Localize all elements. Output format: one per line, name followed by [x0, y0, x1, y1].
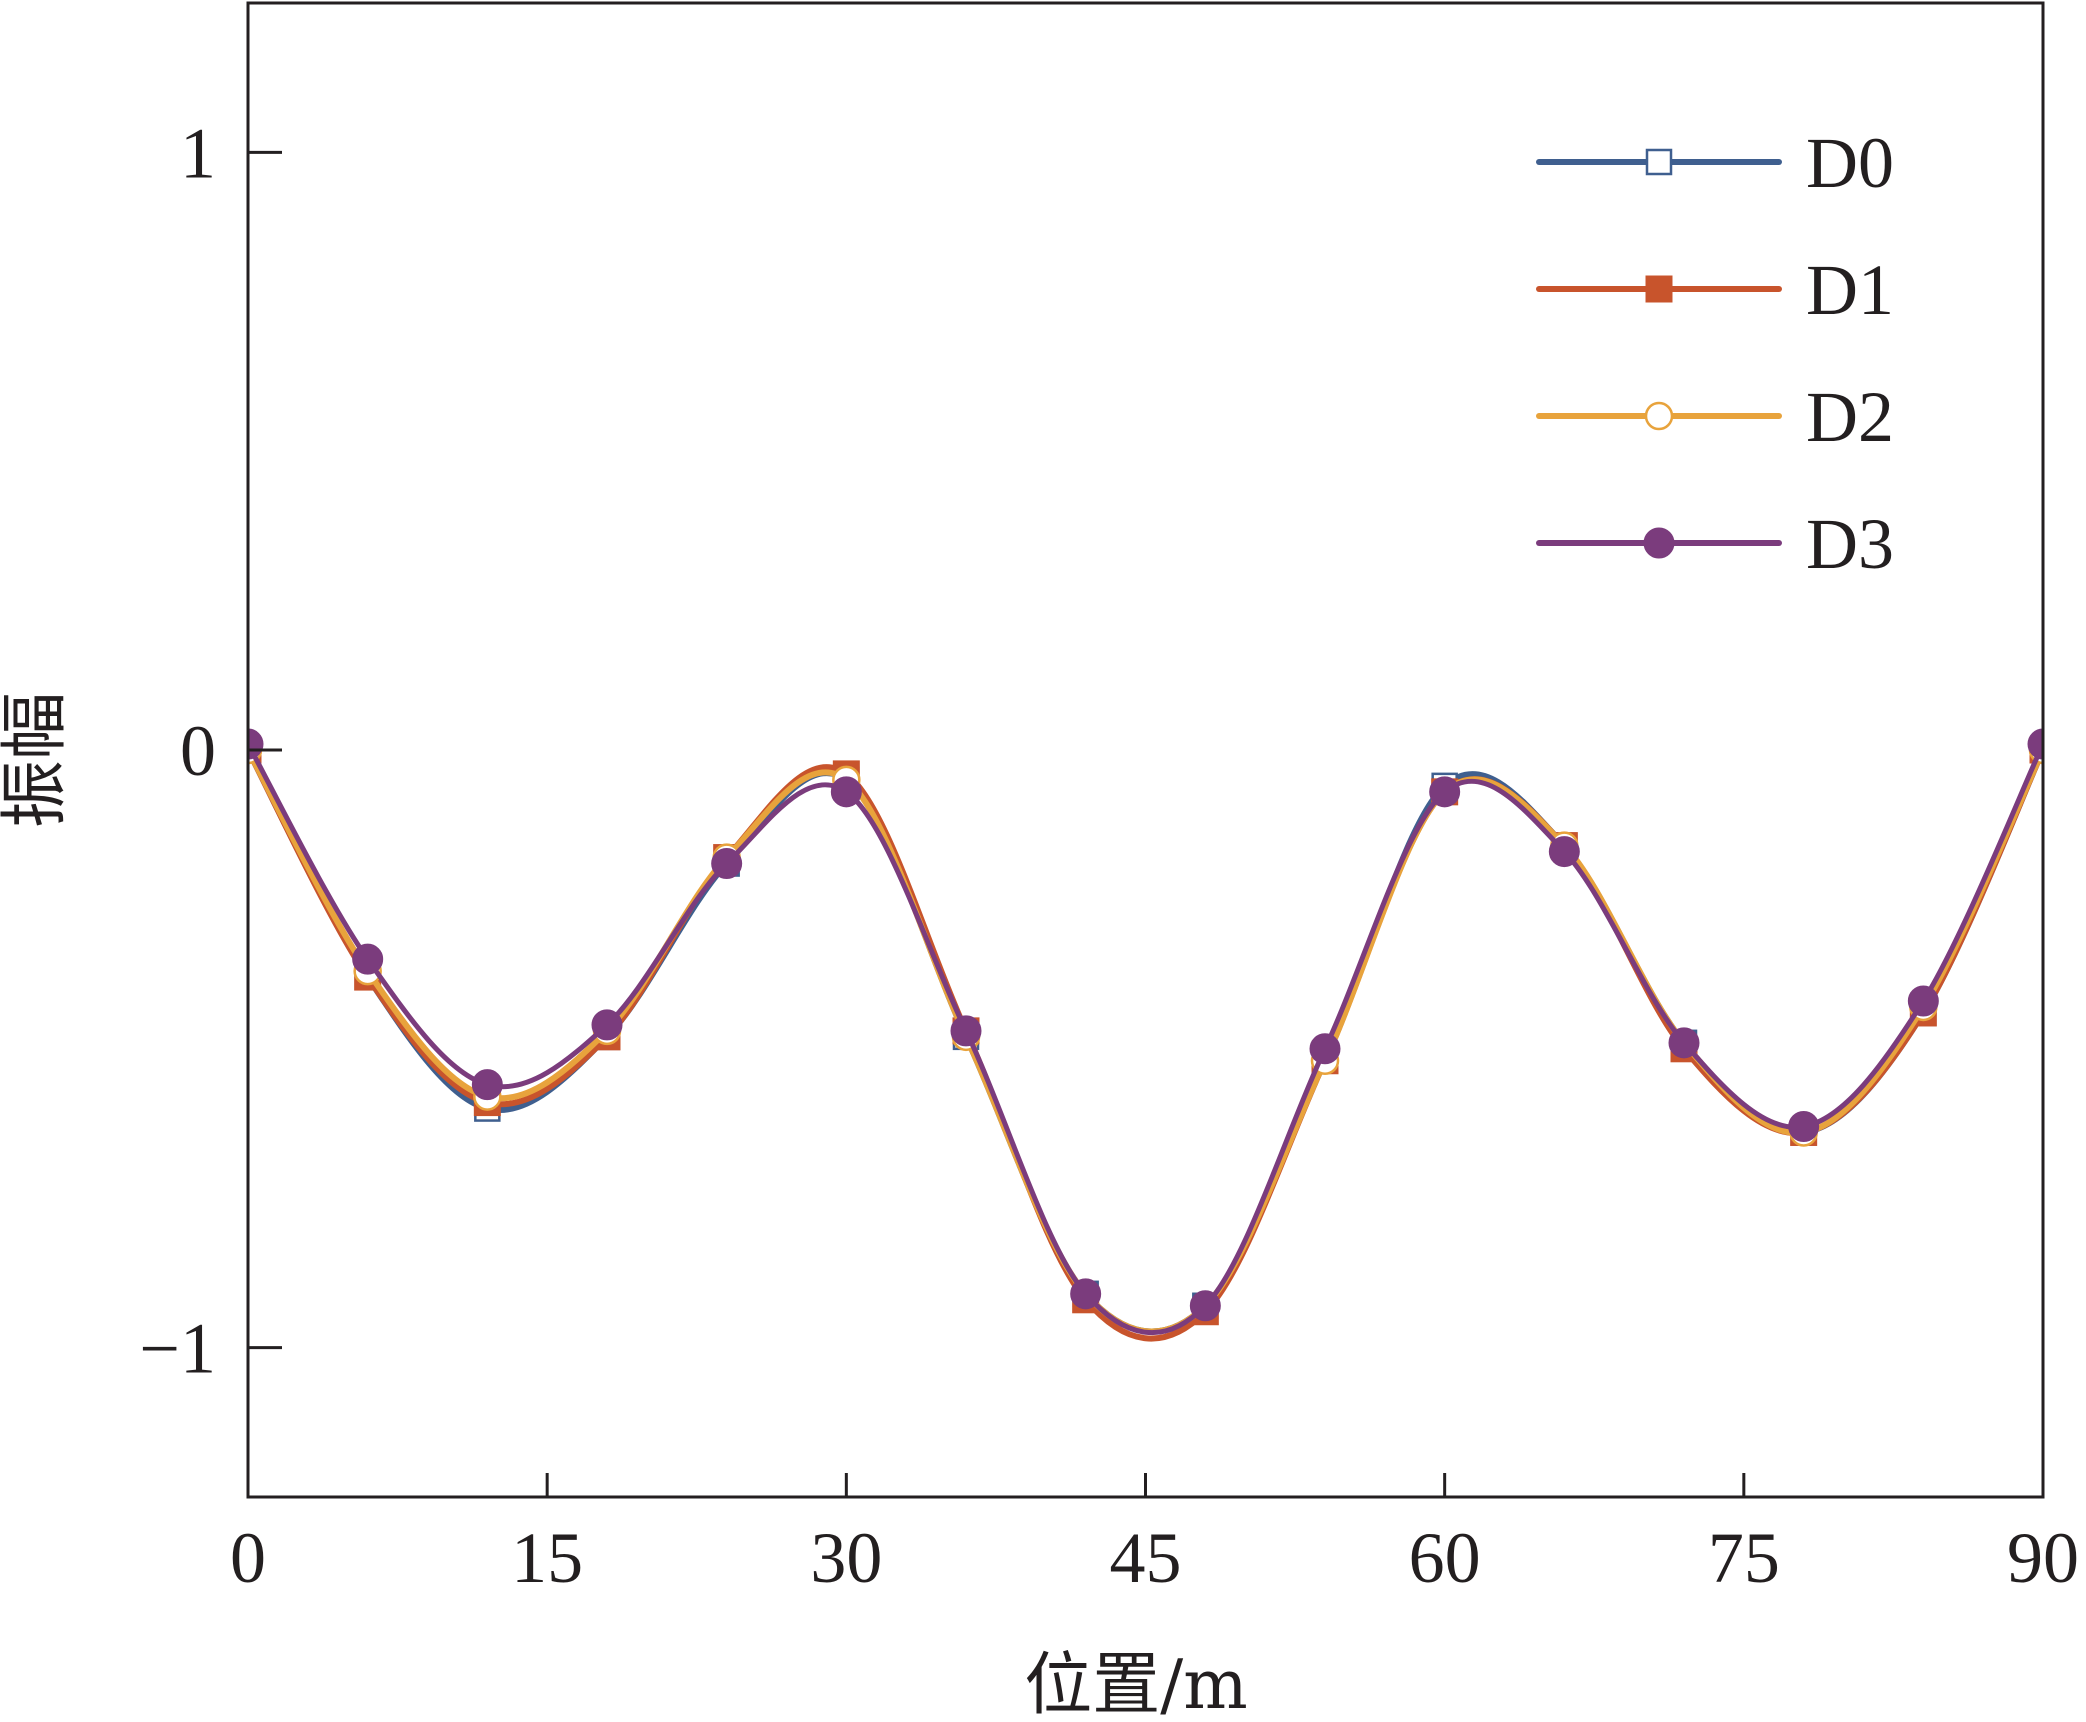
data-point-D3-60 [1429, 776, 1461, 808]
x-tick-label-30: 30 [810, 1518, 882, 1598]
x-tick-label-0: 0 [230, 1518, 266, 1598]
data-point-D3-24 [711, 848, 743, 880]
y-tick-label--1: −1 [139, 1309, 216, 1389]
legend-item-D1: D1 [1536, 250, 1894, 330]
legend-item-D3: D3 [1536, 504, 1894, 584]
legend: D0 D1 D2 D3 [1536, 123, 1894, 584]
axes: 0 15 30 45 60 75 90 1 0 −1 [139, 1, 2079, 1598]
x-tick-label-90: 90 [2007, 1518, 2079, 1598]
data-point-D3-48 [1189, 1290, 1221, 1322]
data-point-D3-78 [1788, 1110, 1820, 1142]
data-point-D3-6 [352, 943, 384, 975]
legend-marker-D2 [1644, 401, 1674, 431]
data-point-D3-66 [1548, 836, 1580, 868]
data-point-D3-12 [471, 1069, 503, 1101]
x-tick-label-75: 75 [1708, 1518, 1780, 1598]
legend-label-D1: D1 [1806, 250, 1894, 330]
plot-area [248, 728, 2043, 1342]
legend-item-D2: D2 [1536, 377, 1894, 457]
y-axis-title: 振幅 [0, 692, 75, 828]
data-point-D3-90 [2027, 728, 2043, 760]
data-point-D3-30 [830, 776, 862, 808]
data-point-D3-0 [248, 728, 264, 760]
legend-marker-D0 [1645, 148, 1673, 176]
legend-label-D3: D3 [1806, 504, 1894, 584]
data-point-D3-54 [1309, 1033, 1341, 1065]
legend-item-D0: D0 [1536, 123, 1894, 203]
x-axis-title: 位置/m [1024, 1646, 1247, 1722]
y-tick-label-0: 0 [180, 711, 216, 791]
legend-marker-D1 [1645, 275, 1673, 303]
legend-marker-D3 [1643, 527, 1675, 559]
data-point-D3-36 [950, 1015, 982, 1047]
data-point-D3-72 [1668, 1027, 1700, 1059]
series-D3 [248, 728, 2043, 1336]
data-point-D3-18 [591, 1009, 623, 1041]
x-tick-label-45: 45 [1110, 1518, 1182, 1598]
x-tick-label-15: 15 [511, 1518, 583, 1598]
legend-label-D2: D2 [1806, 377, 1894, 457]
series-line-D3 [248, 741, 2043, 1336]
x-tick-label-60: 60 [1409, 1518, 1481, 1598]
legend-label-D0: D0 [1806, 123, 1894, 203]
data-point-D3-84 [1907, 985, 1939, 1017]
y-tick-label-1: 1 [180, 113, 216, 193]
data-point-D3-42 [1070, 1278, 1102, 1310]
